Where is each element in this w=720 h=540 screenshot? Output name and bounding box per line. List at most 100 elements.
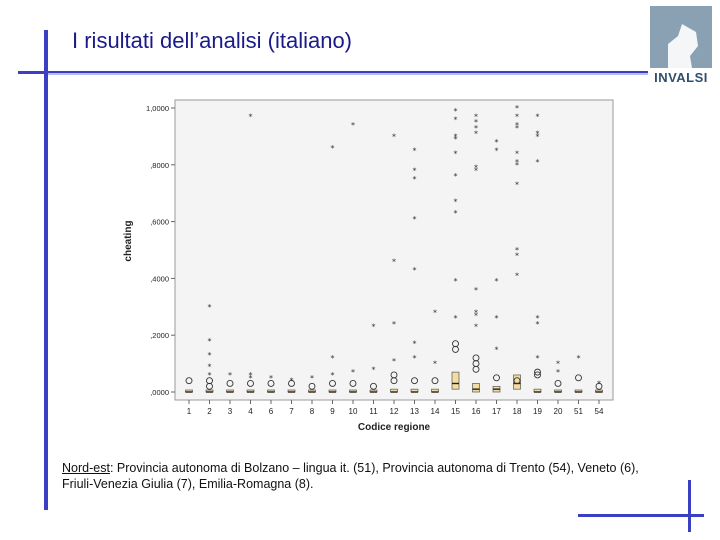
extreme-star: *	[515, 252, 519, 261]
x-axis-label: Codice regione	[358, 422, 431, 433]
outlier-circle	[493, 374, 500, 382]
boxplot-marks: ***** **** * * *****************************…	[185, 104, 603, 393]
extreme-star: *	[413, 215, 417, 224]
extreme-star: *	[208, 337, 212, 346]
extreme-star: *	[454, 132, 458, 141]
extreme-star: *	[454, 149, 458, 158]
extreme-star: *	[331, 354, 335, 363]
x-tick-label: 19	[533, 407, 542, 416]
outlier-circle	[452, 345, 459, 353]
extreme-star: *	[208, 362, 212, 371]
extreme-star: *	[454, 172, 458, 181]
extreme-star: *	[515, 113, 519, 122]
extreme-star: *	[331, 371, 335, 380]
group-2: *****	[205, 303, 214, 393]
extreme-star: *	[454, 314, 458, 323]
extreme-star: *	[495, 138, 499, 147]
x-tick-label: 12	[390, 407, 399, 416]
x-tick-label: 16	[472, 407, 481, 416]
outlier-circle	[411, 377, 418, 385]
outlier-circle	[288, 380, 295, 387]
x-tick-label: 20	[554, 407, 563, 416]
x-tick-label: 17	[492, 407, 501, 416]
extreme-star: *	[392, 257, 396, 266]
extreme-star: *	[413, 166, 417, 175]
extreme-star: *	[454, 198, 458, 207]
group-13: *******	[410, 147, 419, 393]
extreme-star: *	[413, 354, 417, 363]
caption-lead: Nord-est	[62, 461, 110, 475]
logo-text: INVALSI	[654, 70, 708, 85]
extreme-star: *	[392, 132, 396, 141]
extreme-star: *	[536, 113, 540, 122]
caption-text: : Provincia autonoma di Bolzano – lingua…	[62, 461, 639, 491]
group-12: * * * *	[390, 132, 398, 393]
group-20: **	[554, 360, 562, 393]
extreme-star: *	[515, 246, 519, 255]
y-axis-label: cheating	[123, 220, 134, 261]
y-tick-label: ,6000	[150, 218, 169, 227]
x-tick-label: 1	[187, 407, 192, 416]
group-7: *	[287, 377, 296, 393]
group-9: * * *	[328, 144, 337, 393]
outlier-circle	[370, 382, 377, 390]
outlier-circle	[267, 380, 275, 387]
group-6: *	[267, 374, 275, 393]
extreme-star: *	[474, 308, 478, 317]
outlier-circle	[349, 380, 357, 387]
corner-horizontal-bar	[578, 514, 704, 517]
extreme-star: *	[515, 158, 519, 167]
outlier-circle	[554, 380, 562, 387]
x-tick-label: 13	[410, 407, 419, 416]
box	[513, 374, 521, 390]
extreme-star: *	[331, 144, 335, 153]
extreme-star: *	[228, 371, 232, 380]
logo-italy-shape	[668, 24, 698, 68]
x-tick-label: 7	[289, 407, 294, 416]
x-tick-label: 18	[513, 407, 522, 416]
extreme-star: *	[515, 181, 519, 190]
slide-caption: Nord-est: Provincia autonoma di Bolzano …	[62, 460, 662, 492]
extreme-star: *	[290, 377, 294, 386]
x-tick-label: 10	[349, 407, 358, 416]
outlier-circle	[472, 365, 480, 373]
slide-title: I risultati dell’analisi (italiano)	[72, 28, 353, 53]
extreme-star: *	[495, 345, 499, 354]
extreme-star: *	[474, 286, 478, 295]
extreme-star: *	[433, 308, 437, 317]
outlier-circle	[534, 371, 541, 379]
y-tick-label: ,4000	[150, 274, 169, 283]
extreme-star: *	[454, 135, 458, 144]
extreme-star: *	[474, 311, 478, 320]
x-tick-label: 54	[595, 407, 604, 416]
invalsi-logo	[650, 6, 712, 68]
plot-area	[174, 99, 614, 401]
extreme-star: *	[249, 113, 253, 122]
extreme-star: *	[474, 164, 478, 173]
extreme-star: *	[474, 130, 478, 139]
x-tick-label: 9	[330, 407, 335, 416]
extreme-star: *	[536, 158, 540, 167]
group-51: *	[574, 354, 583, 393]
y-tick-label: 1,0000	[146, 104, 169, 113]
box	[472, 383, 480, 393]
group-14: **	[431, 308, 439, 393]
x-tick-label: 2	[207, 407, 212, 416]
extreme-star: *	[208, 371, 212, 380]
extreme-star: *	[474, 323, 478, 332]
extreme-star: *	[372, 365, 376, 374]
extreme-star: *	[454, 115, 458, 124]
extreme-star: *	[413, 340, 417, 349]
extreme-star: *	[536, 314, 540, 323]
extreme-star: *	[474, 118, 478, 127]
extreme-star: *	[495, 277, 499, 286]
extreme-star: *	[392, 320, 396, 329]
title-underline-shadow	[48, 73, 648, 75]
group-54: *	[595, 379, 603, 393]
extreme-star: *	[536, 354, 540, 363]
extreme-star: *	[392, 357, 396, 366]
group-3: *	[226, 371, 234, 393]
extreme-star: *	[536, 130, 540, 139]
corner-vertical-bar	[688, 480, 691, 532]
